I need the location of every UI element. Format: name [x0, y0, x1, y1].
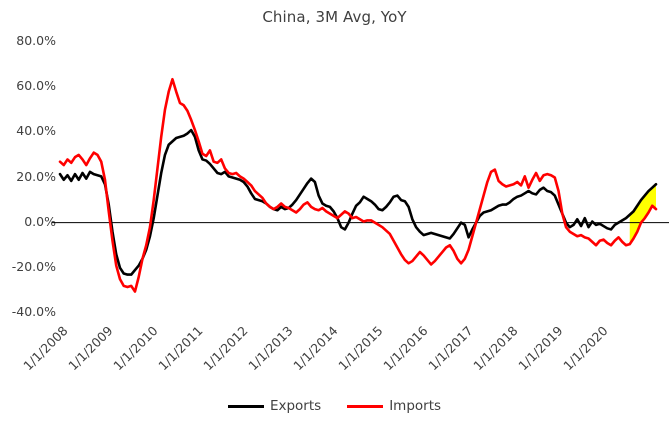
legend-swatch-exports [227, 404, 264, 408]
legend-item-exports[interactable]: Exports [227, 398, 322, 414]
y-axis-tick-label: 80.0% [16, 33, 56, 48]
y-axis-tick-label: 0.0% [24, 213, 56, 229]
y-axis-tick-label: 40.0% [16, 123, 56, 139]
legend-swatch-imports [347, 404, 384, 408]
legend-label-exports: Exports [269, 398, 322, 414]
legend-label-imports: Imports [389, 398, 442, 414]
y-axis-tick-label: -20.0% [11, 258, 56, 274]
series-lines [58, 77, 658, 293]
series-line-imports [58, 77, 658, 293]
series-line-exports [58, 128, 658, 276]
highlight-polygon [629, 184, 656, 245]
legend-item-imports[interactable]: Imports [347, 398, 441, 414]
chart-legend: Exports Imports [0, 398, 669, 414]
y-axis-tick-label: -40.0% [11, 304, 56, 319]
y-axis-tick-label: 20.0% [16, 168, 56, 184]
chart-title: China, 3M Avg, YoY [262, 8, 407, 26]
y-axis-tick-labels: 80.0% 60.0% 40.0% 20.0% 0.0% -20.0% -40.0% [0, 0, 56, 340]
highlight-region [629, 184, 656, 245]
y-axis-tick-label: 60.0% [16, 78, 56, 94]
